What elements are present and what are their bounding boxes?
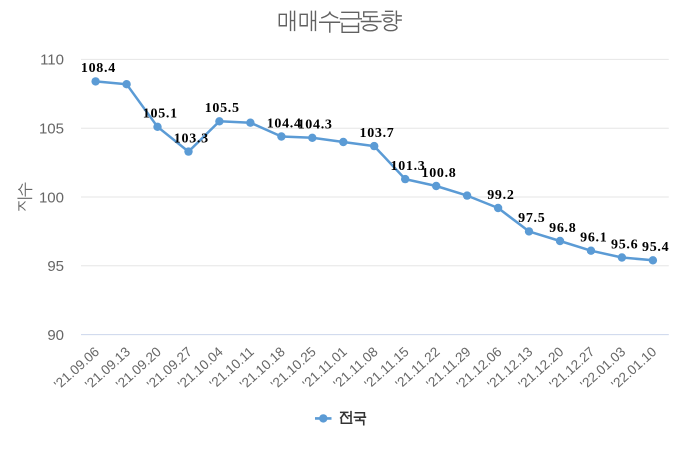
svg-text:105: 105 [39, 121, 64, 138]
svg-text:104.3: 104.3 [298, 118, 333, 133]
svg-text:101.3: 101.3 [391, 159, 426, 174]
svg-text:108.4: 108.4 [81, 61, 116, 76]
svg-text:100: 100 [39, 189, 64, 206]
svg-text:96.1: 96.1 [580, 231, 607, 246]
svg-text:95: 95 [47, 258, 64, 275]
svg-text:100.8: 100.8 [422, 166, 457, 181]
svg-text:103.7: 103.7 [360, 126, 395, 141]
svg-text:105.1: 105.1 [143, 107, 178, 122]
svg-text:95.4: 95.4 [642, 240, 669, 255]
svg-text:103.3: 103.3 [174, 131, 209, 146]
svg-text:105.5: 105.5 [205, 101, 240, 116]
svg-text:96.8: 96.8 [549, 221, 576, 236]
svg-text:90: 90 [47, 327, 64, 344]
svg-text:95.6: 95.6 [611, 237, 638, 252]
svg-text:110: 110 [40, 52, 64, 69]
svg-text:104.4: 104.4 [267, 116, 302, 131]
svg-text:99.2: 99.2 [487, 188, 514, 203]
svg-text:97.5: 97.5 [518, 211, 545, 226]
